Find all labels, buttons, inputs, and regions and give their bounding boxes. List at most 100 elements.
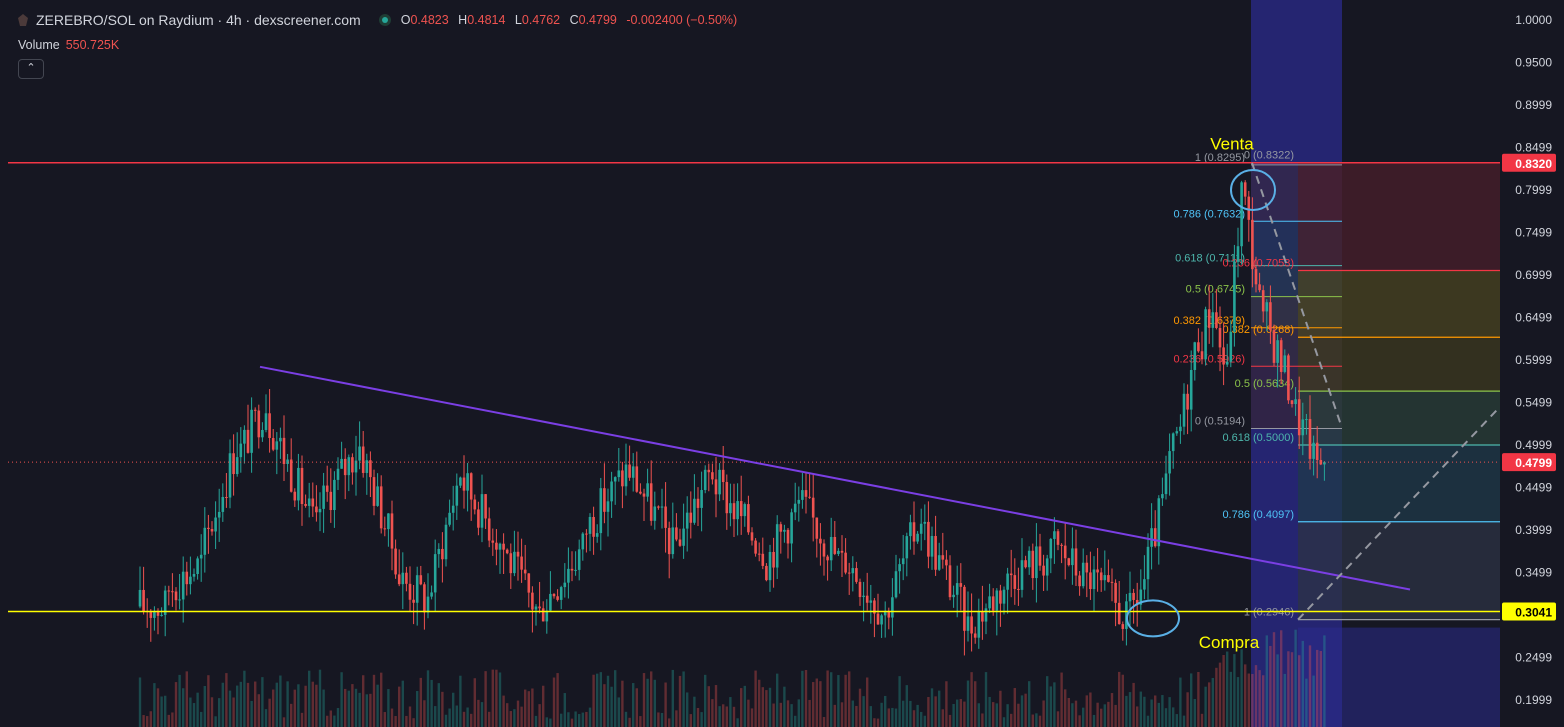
candle-body [747,504,750,533]
candle-body [912,522,916,542]
candle-body [171,591,174,593]
volume-bar [750,708,754,727]
candle-body [1171,433,1175,452]
candle-body [599,488,603,534]
candle-body [1269,302,1272,331]
candle-body [491,540,495,543]
volume-bar [1316,649,1319,727]
low-value: 0.4762 [521,13,561,27]
volume-bar [228,690,232,727]
volume-bar [977,703,980,727]
volume-bar [790,704,793,727]
candle-body [343,458,347,476]
candle-body [289,459,293,492]
candle-body [721,469,725,483]
volume-bar [297,684,300,727]
candle-body [660,506,664,508]
candle-body [462,477,466,491]
volume-bar [293,689,296,727]
volume-bar [1010,713,1013,727]
volume-bar [740,688,743,727]
pair-title[interactable]: ZEREBRO/SOL on Raydium · 4h · dexscreene… [36,12,361,28]
volume-bar [696,708,700,727]
price-tag-bg [1502,153,1556,172]
volume-bar [1298,655,1301,727]
volume-bar [336,708,340,727]
volume-bar [509,711,512,727]
candle-body [541,608,545,622]
candle-body [516,551,520,557]
volume-bar [326,715,329,727]
volume-bar [1283,673,1286,727]
candle-body [635,466,639,492]
top-circle-marker [1230,169,1276,211]
candle-body [340,458,343,469]
candle-body [1200,351,1204,360]
volume-bar [675,710,678,727]
volume-bar [671,669,674,727]
candle-body [977,611,981,638]
volume-bar [642,673,646,727]
candle-body [970,616,973,634]
volume-bar [963,701,966,727]
volume-bar [1071,703,1074,727]
candle-body [786,529,790,544]
candle-body [873,600,876,614]
candle-body [1053,531,1056,539]
candle-body [1272,330,1276,363]
volume-bar [563,693,566,727]
volume-bar [1276,654,1279,727]
candle-body [757,553,761,555]
candle-body [1225,361,1229,365]
candle-body [433,554,437,593]
candle-body [930,536,934,557]
volume-bar [1139,691,1142,727]
volume-bar [902,700,905,727]
volume-bar [837,675,840,727]
volume-bar [239,681,242,727]
candle-body [174,591,178,601]
volume-bar [1208,682,1211,727]
volume-bar [531,688,534,727]
candle-body [657,506,660,508]
volume-bar [632,683,635,727]
candle-body [1121,624,1125,629]
volume-bar [268,698,271,727]
volume-bar [862,696,865,727]
candle-body [1089,572,1092,590]
candle-body [707,469,711,473]
candle-body [160,614,163,616]
volume-bar [1269,645,1272,727]
volume-bar [524,689,527,727]
candle-body [801,490,804,500]
collapse-legend-button[interactable]: ⌃ [18,59,44,79]
candle-body [1301,419,1305,436]
volume-bar [470,713,473,727]
candle-body [750,532,754,541]
volume-bar [394,716,397,727]
candle-body [682,528,685,546]
candle-body [1261,290,1265,312]
chart-header: ZEREBRO/SOL on Raydium · 4h · dexscreene… [18,12,743,28]
volume-bar [153,683,156,727]
volume-bar [657,712,660,727]
volume-bar [880,702,883,727]
candle-body [1153,528,1157,547]
volume-bar [282,717,286,727]
candle-body [1002,589,1006,604]
candle-body [1071,548,1074,566]
candle-body [675,527,678,540]
volume-bar [1082,707,1085,727]
volume-bar [174,682,178,727]
candle-body [1035,546,1038,579]
volume-bar [333,715,336,727]
candle-body [1096,569,1099,573]
fib-right-label: 0.5 (0.5634) [1235,378,1294,390]
candle-body [876,613,880,625]
fib-right-label: 0.786 (0.4097) [1222,509,1294,521]
candle-body [639,491,642,494]
candle-body [826,556,829,561]
candle-body [1218,328,1222,348]
candle-body [858,581,862,598]
